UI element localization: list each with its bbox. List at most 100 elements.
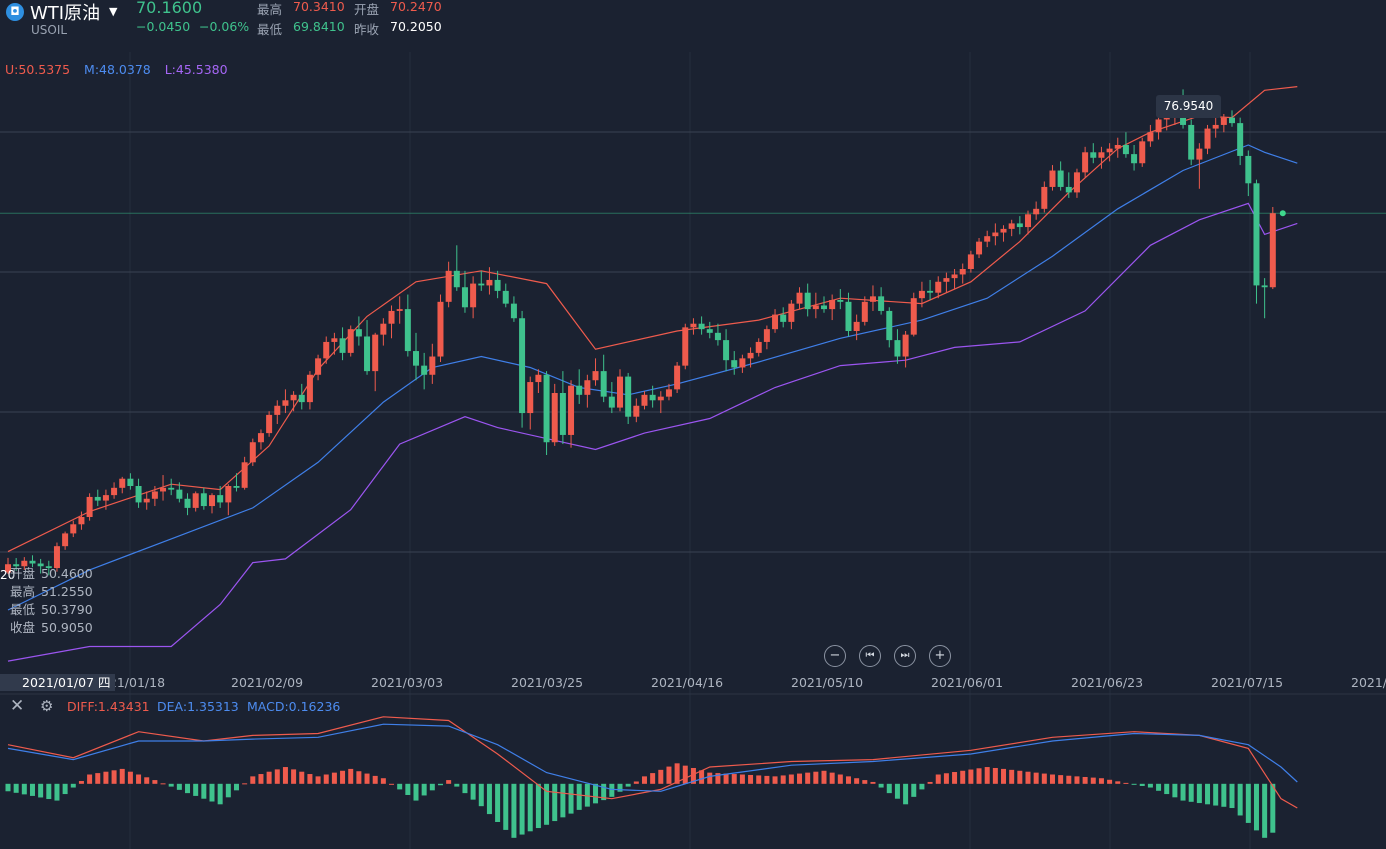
macd-bar: [764, 775, 770, 784]
candle-body: [1090, 152, 1097, 158]
macd-bar: [193, 783, 199, 796]
macd-bar: [625, 783, 631, 787]
macd-bar: [217, 783, 223, 805]
macd-bar: [127, 771, 133, 784]
boll-mid-line: [7, 144, 1298, 611]
candle-body: [714, 332, 721, 341]
macd-bar: [1213, 783, 1219, 806]
candle-body: [413, 351, 419, 366]
current-price-dot: [1279, 210, 1286, 217]
macd-bar: [1221, 783, 1227, 807]
macd-bar: [690, 767, 696, 784]
candle-body: [910, 298, 917, 335]
ohlc-open-label: 开盘: [10, 566, 36, 581]
macd-bar: [1270, 783, 1276, 833]
macd-bar: [1001, 768, 1007, 784]
zoom-in-button[interactable]: +: [929, 645, 951, 667]
candle-body: [461, 287, 468, 308]
x-tick-label: 2021/07/15: [1211, 675, 1284, 690]
settings-icon[interactable]: ⚙: [40, 697, 54, 715]
x-tick-label: 2021/05/10: [791, 675, 864, 690]
candle-body: [649, 394, 656, 401]
macd-bar: [960, 770, 966, 784]
macd-bar: [870, 781, 876, 784]
macd-bar: [788, 774, 794, 784]
candle-body: [902, 334, 909, 357]
macd-bar: [805, 772, 811, 784]
candle-body: [543, 374, 550, 443]
candle-body: [731, 360, 738, 368]
candle-body: [1049, 170, 1056, 187]
macd-bar: [258, 774, 264, 784]
candle-body: [225, 486, 232, 503]
candle-body: [437, 301, 444, 357]
macd-bar: [821, 770, 827, 784]
macd-bar: [1098, 778, 1104, 784]
macd-bar: [470, 783, 476, 800]
symbol-name[interactable]: WTI原油: [30, 3, 101, 24]
symbol-logo-icon: ◘: [6, 3, 24, 21]
macd-bar: [209, 783, 215, 802]
macd-bar: [911, 783, 917, 797]
candle-body: [347, 329, 354, 353]
candle-body: [951, 274, 958, 279]
zoom-out-button[interactable]: −: [824, 645, 846, 667]
x-tick-label: 2021/02/09: [231, 675, 304, 690]
macd-bar: [837, 774, 843, 784]
macd-bar: [527, 783, 533, 832]
macd-bar: [315, 776, 321, 784]
macd-bar: [952, 772, 958, 784]
scroll-to-start-button[interactable]: ⏮: [859, 645, 881, 667]
candle-body: [192, 493, 199, 508]
candle-body: [706, 329, 713, 333]
candle-body: [682, 327, 689, 366]
candle-body: [323, 341, 330, 359]
candle-body: [804, 292, 811, 310]
candle-body: [812, 305, 819, 310]
candle-body: [355, 329, 362, 337]
candle-body: [1106, 148, 1113, 153]
macd-bar: [845, 776, 851, 784]
candle-body: [739, 358, 746, 368]
candle-body: [421, 365, 428, 375]
macd-bar: [185, 783, 191, 794]
macd-bar: [1229, 783, 1235, 809]
scroll-to-end-button[interactable]: ⏭: [894, 645, 916, 667]
last-price: 70.1600: [136, 0, 203, 17]
high-value: 70.3410: [293, 0, 345, 14]
macd-bar: [682, 765, 688, 784]
candle-body: [29, 560, 36, 564]
macd-bar: [829, 772, 835, 784]
macd-bar: [103, 771, 109, 784]
candle-body: [894, 340, 901, 357]
candle-body: [396, 309, 403, 311]
macd-bar: [348, 768, 354, 784]
candle-body: [918, 290, 925, 299]
candle-body: [429, 356, 436, 375]
macd-bar: [854, 778, 860, 784]
candle-body: [1229, 117, 1235, 124]
candle-body: [1196, 148, 1203, 160]
chevron-down-icon[interactable]: ▼: [109, 5, 118, 18]
candle-body: [127, 478, 134, 486]
macd-bar: [894, 783, 900, 799]
macd-bar: [1107, 779, 1113, 784]
macd-bar: [372, 775, 378, 784]
macd-bar: [584, 783, 590, 807]
boll-legend: U:50.5375 M:48.0378 L:45.5380: [5, 62, 238, 77]
low-label: 最低: [257, 22, 283, 37]
candle-body: [625, 376, 632, 417]
macd-bar: [878, 783, 884, 788]
macd-bar: [405, 783, 411, 795]
macd-bar: [1131, 783, 1137, 785]
candle-body: [70, 524, 77, 534]
candle-body: [315, 358, 322, 375]
candle-body: [168, 487, 175, 490]
candle-body: [184, 498, 191, 508]
close-icon[interactable]: ✕: [10, 696, 25, 716]
macd-bar: [225, 783, 231, 798]
macd-bar: [152, 780, 158, 784]
boll-mid-value: M:48.0378: [84, 62, 151, 77]
macd-bar: [389, 783, 395, 785]
